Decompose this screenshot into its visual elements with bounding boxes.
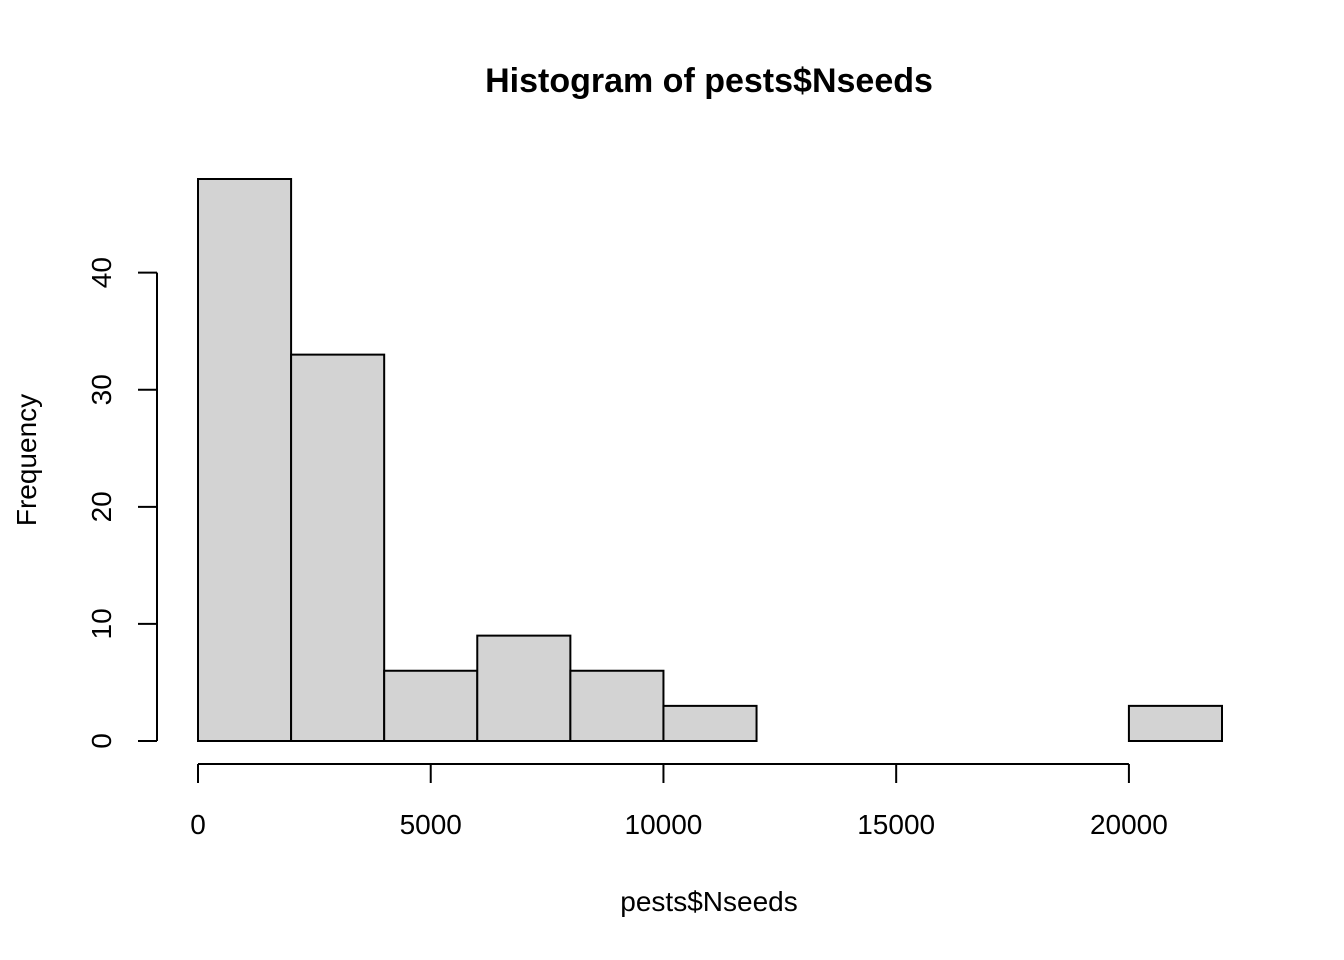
y-tick-label: 0 — [86, 733, 117, 749]
x-tick-label: 15000 — [857, 809, 935, 840]
histogram-bar — [476, 634, 572, 742]
histogram-bar — [197, 178, 293, 742]
histogram-bar — [569, 669, 665, 742]
x-axis: 0 5000 10000 15000 20000 — [190, 763, 1168, 840]
histogram-bar — [383, 669, 479, 742]
x-tick-label: 20000 — [1090, 809, 1168, 840]
histogram-bar — [662, 704, 758, 742]
y-tick-label: 10 — [86, 608, 117, 639]
chart-title: Histogram of pests$Nseeds — [485, 62, 933, 100]
y-axis-label: Frequency — [11, 394, 42, 526]
histogram-bar — [290, 353, 386, 742]
histogram-bar — [1127, 704, 1223, 742]
x-axis-label: pests$Nseeds — [620, 886, 797, 917]
bars-group — [197, 178, 1223, 742]
x-tick-label: 10000 — [625, 809, 703, 840]
y-axis: 0 10 20 30 40 — [86, 257, 158, 749]
x-tick-label: 0 — [190, 809, 206, 840]
y-tick-label: 30 — [86, 374, 117, 405]
y-tick-label: 20 — [86, 491, 117, 522]
y-tick-label: 40 — [86, 257, 117, 288]
x-tick-label: 5000 — [400, 809, 462, 840]
